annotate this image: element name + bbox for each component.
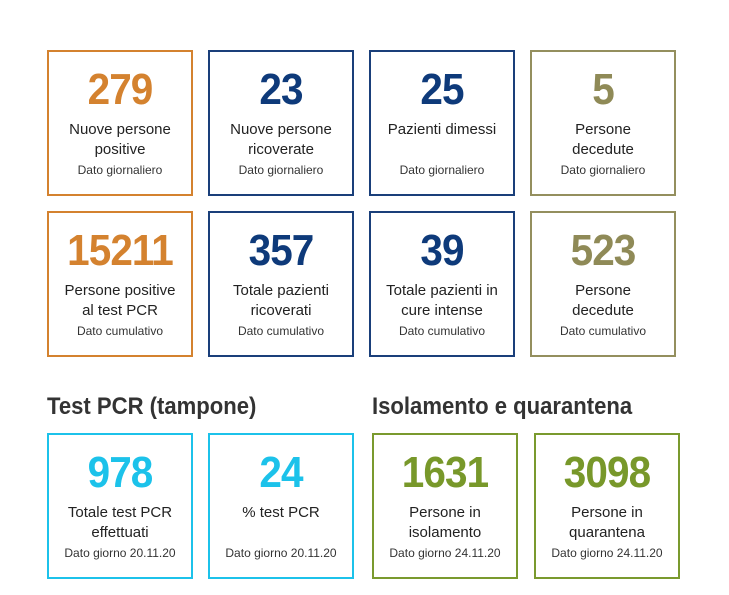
- new-hospitalized-label: Nuove persone ricoverate: [210, 120, 352, 160]
- label-line: Pazienti dimessi: [387, 121, 497, 138]
- discharged-label: Pazienti dimessi: [371, 120, 513, 160]
- label-line: Totale test PCR: [67, 504, 173, 521]
- card-intensive-care: 39 Totale pazienti in cure intense Dato c…: [369, 211, 515, 357]
- intensive-care-sub: Dato cumulativo: [398, 324, 486, 338]
- label-line: % test PCR: [242, 504, 320, 521]
- isolation-label: Persone in isolamento: [374, 503, 516, 543]
- label-line: Nuove persone: [230, 121, 332, 138]
- card-pcr-percent: 24 % test PCR Dato giorno 20.11.20: [208, 433, 354, 579]
- label-line: Totale pazienti: [233, 282, 329, 299]
- pcr-percent-sub: Dato giorno 20.11.20: [225, 546, 337, 560]
- new-positives-label: Nuove persone positive: [49, 120, 191, 160]
- discharged-value: 25: [420, 65, 464, 114]
- label-line: Totale pazienti in: [386, 282, 498, 299]
- label-line: effettuati: [91, 524, 149, 541]
- label-line: Persone: [575, 282, 631, 299]
- label-line: ricoverate: [248, 141, 314, 158]
- total-positives-value: 15211: [67, 226, 174, 275]
- label-line: Persone in: [409, 504, 481, 521]
- label-line: decedute: [572, 302, 634, 319]
- isolation-value: 1631: [401, 448, 489, 497]
- new-hospitalized-value: 23: [259, 65, 303, 114]
- new-positives-sub: Dato giornaliero: [77, 163, 163, 177]
- new-deaths-label: Persone decedute: [532, 120, 674, 160]
- new-positives-value: 279: [87, 65, 154, 114]
- card-new-positives: 279 Nuove persone positive Dato giornalie…: [47, 50, 193, 196]
- total-deaths-value: 523: [570, 226, 637, 275]
- label-line: Nuove persone: [69, 121, 171, 138]
- total-hospitalized-value: 357: [248, 226, 315, 275]
- total-deaths-sub: Dato cumulativo: [559, 324, 647, 338]
- total-pcr-value: 978: [87, 448, 154, 497]
- isolation-sub: Dato giorno 24.11.20: [389, 546, 501, 560]
- total-hospitalized-sub: Dato cumulativo: [237, 324, 325, 338]
- card-new-hospitalized: 23 Nuove persone ricoverate Dato giornali…: [208, 50, 354, 196]
- label-line: decedute: [572, 141, 634, 158]
- label-line: Persone in: [571, 504, 643, 521]
- label-line: [440, 141, 444, 158]
- total-pcr-label: Totale test PCR effettuati: [49, 503, 191, 543]
- card-quarantine: 3098 Persone in quarantena Dato giorno 24…: [534, 433, 680, 579]
- quarantine-label: Persone in quarantena: [536, 503, 678, 543]
- card-total-pcr-tests: 978 Totale test PCR effettuati Dato giorn…: [47, 433, 193, 579]
- new-deaths-sub: Dato giornaliero: [560, 163, 646, 177]
- discharged-sub: Dato giornaliero: [399, 163, 485, 177]
- label-line: quarantena: [569, 524, 645, 541]
- new-hospitalized-sub: Dato giornaliero: [238, 163, 324, 177]
- pcr-section-title: Test PCR (tampone): [47, 393, 257, 420]
- card-discharged: 25 Pazienti dimessi Dato giornaliero: [369, 50, 515, 196]
- label-line: [279, 524, 283, 541]
- total-hospitalized-label: Totale pazienti ricoverati: [210, 281, 352, 321]
- card-total-hospitalized: 357 Totale pazienti ricoverati Dato cumul…: [208, 211, 354, 357]
- isolation-section-title: Isolamento e quarantena: [372, 393, 633, 420]
- card-total-deaths: 523 Persone decedute Dato cumulativo: [530, 211, 676, 357]
- quarantine-sub: Dato giorno 24.11.20: [551, 546, 663, 560]
- label-line: Persone positive: [64, 282, 176, 299]
- pcr-percent-label: % test PCR: [210, 503, 352, 543]
- label-line: al test PCR: [82, 302, 158, 319]
- label-line: isolamento: [408, 524, 482, 541]
- total-positives-label: Persone positive al test PCR: [49, 281, 191, 321]
- total-deaths-label: Persone decedute: [532, 281, 674, 321]
- card-isolation: 1631 Persone in isolamento Dato giorno 24…: [372, 433, 518, 579]
- card-total-positives: 15211 Persone positive al test PCR Dato c…: [47, 211, 193, 357]
- quarantine-value: 3098: [563, 448, 651, 497]
- pcr-percent-value: 24: [259, 448, 303, 497]
- label-line: ricoverati: [250, 302, 312, 319]
- new-deaths-value: 5: [592, 65, 615, 114]
- total-pcr-sub: Dato giorno 20.11.20: [64, 546, 176, 560]
- intensive-care-label: Totale pazienti in cure intense: [371, 281, 513, 321]
- label-line: cure intense: [401, 302, 483, 319]
- card-new-deaths: 5 Persone decedute Dato giornaliero: [530, 50, 676, 196]
- label-line: Persone: [575, 121, 631, 138]
- intensive-care-value: 39: [420, 226, 464, 275]
- label-line: positive: [94, 141, 146, 158]
- total-positives-sub: Dato cumulativo: [76, 324, 164, 338]
